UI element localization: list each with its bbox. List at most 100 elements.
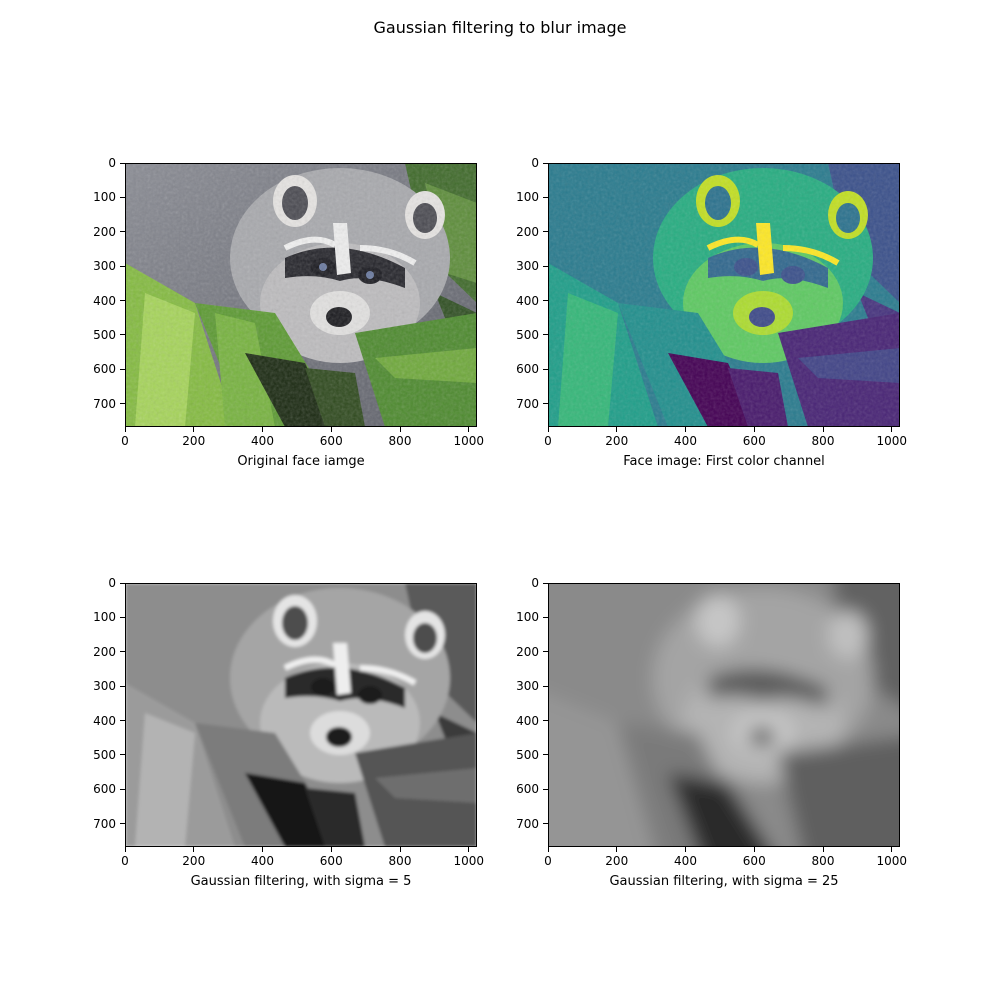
y-tick-label: 500 — [516, 327, 539, 342]
x-tick-mark — [891, 847, 893, 852]
y-tick-label: 400 — [516, 713, 539, 728]
x-tick-mark — [685, 427, 686, 432]
y-tick-label: 300 — [516, 259, 539, 274]
y-tick-label: 700 — [93, 816, 116, 831]
x-tick-label: 400 — [251, 434, 274, 448]
panel-original-image: 0 100 200 300 400 500 600 700 0 200 400 600 800 1000 O… — [93, 157, 484, 469]
y-tick-mark — [120, 265, 125, 267]
y-tick-label: 500 — [93, 327, 116, 342]
x-tick-label: 800 — [388, 854, 412, 868]
x-tick-mark — [547, 427, 549, 432]
y-tick-mark — [543, 368, 548, 370]
x-tick-mark — [124, 847, 126, 852]
y-tick-label: 0 — [108, 156, 116, 170]
x-tick-mark — [330, 847, 332, 852]
y-tick-label: 0 — [108, 576, 116, 590]
x-tick-mark — [124, 427, 126, 432]
y-tick-label: 200 — [516, 224, 539, 239]
x-tick-label: 1000 — [453, 854, 485, 868]
y-tick-label: 300 — [93, 259, 116, 274]
y-tick-mark — [543, 231, 548, 233]
y-tick-mark — [120, 685, 125, 687]
y-tick-label: 400 — [93, 713, 116, 728]
y-tick-mark — [120, 368, 125, 370]
y-tick-label: 300 — [516, 679, 539, 694]
x-tick-mark — [616, 427, 618, 432]
y-tick-mark — [120, 616, 125, 618]
x-tick-mark — [891, 427, 893, 432]
x-tick-label: 800 — [388, 434, 412, 448]
y-tick-mark — [120, 162, 125, 164]
y-tick-mark — [543, 162, 548, 164]
y-tick-label: 100 — [93, 610, 116, 625]
x-tick-label: 0 — [121, 434, 129, 448]
x-tick-label: 400 — [251, 854, 274, 868]
x-tick-mark — [262, 847, 263, 852]
y-tick-label: 600 — [93, 782, 116, 797]
x-tick-label: 600 — [742, 854, 766, 868]
y-tick-mark — [120, 231, 125, 233]
y-tick-label: 200 — [93, 224, 116, 239]
raccoon-gray-blur-5-image — [125, 583, 477, 847]
x-tick-mark — [753, 427, 755, 432]
y-tick-label: 700 — [93, 396, 116, 411]
y-tick-label: 600 — [516, 782, 539, 797]
y-tick-label: 0 — [531, 156, 539, 170]
y-tick-label: 700 — [516, 816, 539, 831]
y-tick-mark — [543, 651, 548, 653]
x-tick-mark — [193, 847, 195, 852]
y-tick-label: 500 — [516, 747, 539, 762]
y-tick-mark — [120, 403, 125, 405]
raccoon-gray-blur-25-image — [548, 583, 900, 847]
y-tick-label: 100 — [93, 190, 116, 205]
x-tick-mark — [399, 427, 401, 432]
figure-title: Gaussian filtering to blur image — [373, 18, 627, 37]
y-tick-label: 100 — [516, 610, 539, 625]
panel-first-color-channel: 0 100 200 300 400 500 600 700 0 200 400 600 800 1000 F… — [516, 157, 907, 469]
y-tick-mark — [543, 616, 548, 618]
y-tick-label: 300 — [93, 679, 116, 694]
y-tick-mark — [120, 334, 125, 336]
y-tick-label: 200 — [516, 644, 539, 659]
y-tick-label: 100 — [516, 190, 539, 205]
panel-gaussian-sigma-5: 0 100 200 300 400 500 600 700 0 200 400 600 800 1000 G… — [93, 577, 484, 889]
x-tick-mark — [685, 847, 686, 852]
x-tick-label: 400 — [674, 434, 697, 448]
y-tick-mark — [543, 196, 548, 198]
x-tick-mark — [399, 847, 401, 852]
y-tick-mark — [543, 300, 548, 301]
x-tick-mark — [753, 847, 755, 852]
x-tick-label: 400 — [674, 854, 697, 868]
y-tick-mark — [543, 720, 548, 721]
y-tick-mark — [543, 403, 548, 405]
x-tick-label: 1000 — [876, 854, 908, 868]
y-tick-label: 400 — [516, 293, 539, 308]
x-tick-label: 0 — [121, 854, 129, 868]
y-tick-mark — [120, 788, 125, 790]
x-tick-label: 200 — [182, 854, 206, 868]
y-tick-label: 500 — [93, 747, 116, 762]
y-tick-mark — [120, 582, 125, 584]
raccoon-viridis-image — [548, 163, 900, 427]
x-tick-label: 1000 — [453, 434, 485, 448]
x-tick-mark — [547, 847, 549, 852]
x-tick-mark — [330, 427, 332, 432]
x-tick-mark — [616, 847, 618, 852]
x-tick-label: 200 — [605, 434, 629, 448]
y-tick-label: 600 — [516, 362, 539, 377]
x-tick-mark — [262, 427, 263, 432]
y-tick-label: 0 — [531, 576, 539, 590]
x-tick-label: 600 — [742, 434, 766, 448]
panel-x-label: Gaussian filtering, with sigma = 25 — [609, 874, 839, 889]
y-tick-mark — [543, 334, 548, 336]
x-tick-label: 200 — [605, 854, 629, 868]
y-tick-label: 400 — [93, 293, 116, 308]
y-tick-label: 600 — [93, 362, 116, 377]
panel-x-label: Original face iamge — [237, 454, 365, 469]
y-tick-mark — [120, 196, 125, 198]
x-tick-mark — [822, 427, 824, 432]
panel-gaussian-sigma-25: 0 100 200 300 400 500 600 700 0 200 400 600 800 1000 G… — [516, 577, 907, 889]
x-tick-label: 1000 — [876, 434, 908, 448]
y-tick-mark — [120, 720, 125, 721]
x-tick-label: 200 — [182, 434, 206, 448]
